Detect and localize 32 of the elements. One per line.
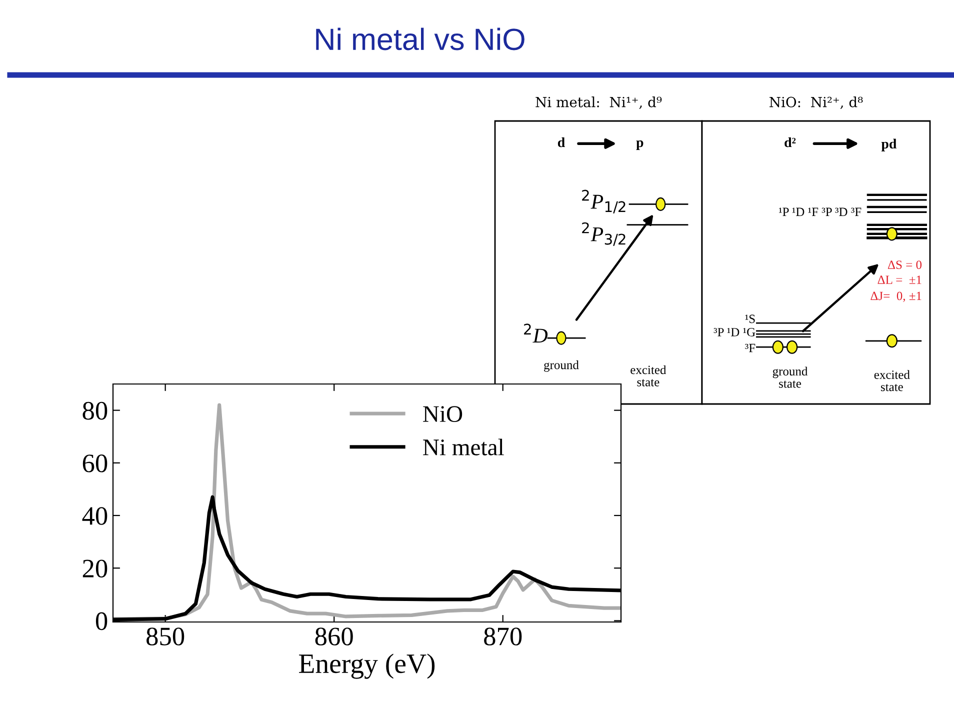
y-tick-label: 80 [82, 402, 108, 420]
text: ³F [745, 344, 756, 352]
text: ¹P ¹D ¹F ³P ³D ³F [778, 208, 862, 216]
text: d² [784, 137, 796, 148]
text: ΔS = 0 [888, 260, 922, 270]
text: excited state [874, 370, 910, 392]
text: pd [881, 138, 897, 152]
text: ΔJ= 0, ±1 [870, 292, 922, 302]
y-tick-label: 20 [82, 560, 108, 578]
x-tick-label: 870 [484, 628, 522, 646]
text: NiO: Ni²⁺, d⁸ [770, 96, 863, 110]
x-tick-label: 850 [146, 628, 184, 646]
y-tick-label: 0 [96, 612, 108, 630]
legend-label: NiO [423, 406, 462, 422]
text: ³P ¹D ¹G [714, 328, 756, 336]
text: ¹S [745, 314, 755, 324]
text: Ni metal: Ni¹⁺, d⁹ [536, 96, 662, 110]
legend-label: Ni metal [423, 438, 504, 456]
y-tick-label: 60 [82, 454, 108, 472]
text: ground [544, 360, 579, 372]
text: excited state [630, 365, 666, 386]
text: $^{2}$P$_{1/2}$ [582, 190, 626, 214]
text: $^{2}$D [524, 324, 548, 343]
x-tick-label: 860 [315, 628, 353, 646]
text: $^{2}$P$_{3/2}$ [582, 222, 626, 246]
x-axis-title: Energy (eV) [299, 654, 435, 679]
text: ground state [772, 366, 808, 388]
chart-title: Ni metal vs NiO [316, 28, 524, 50]
text: p [636, 140, 644, 150]
text: ΔL = ±1 [878, 276, 922, 284]
y-tick-label: 40 [82, 507, 108, 525]
text: d [558, 137, 565, 148]
